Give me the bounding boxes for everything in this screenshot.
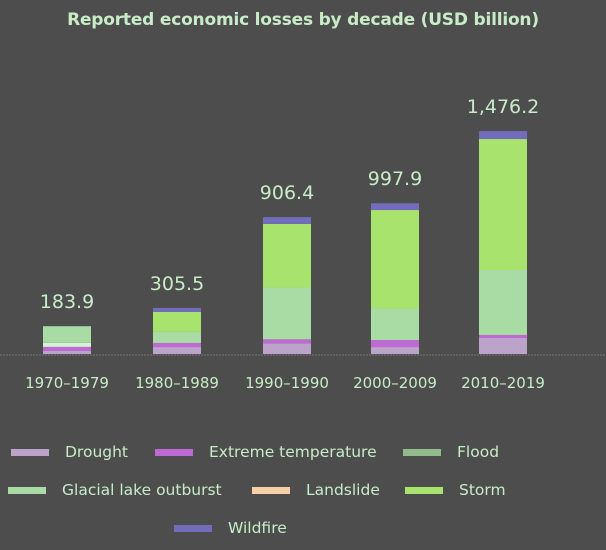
bar-segment-extreme-temperature (479, 334, 527, 338)
legend-label: Wildfire (228, 519, 287, 537)
chart-title: Reported economic losses by decade (USD … (67, 10, 539, 30)
legend-label: Drought (65, 443, 129, 461)
bar-segment-storm (263, 223, 311, 288)
legend-item-extreme-temperature: Extreme temperature (155, 443, 377, 461)
bar-segment-drought (479, 337, 527, 354)
legend-label: Flood (457, 443, 500, 461)
bar-segment-storm (153, 311, 201, 332)
total-label: 305.5 (150, 273, 204, 295)
legend-swatch-extreme-temperature (155, 448, 193, 456)
legend-label: Extreme temperature (209, 443, 377, 461)
legend-item-wildfire: Wildfire (174, 519, 287, 537)
legend-swatch-wildfire (174, 524, 212, 532)
legend-swatch-flood (403, 448, 441, 456)
category-label: 2010–2019 (461, 374, 545, 392)
bar-segment-wildfire (371, 203, 419, 211)
legend-swatch-drought (11, 448, 49, 456)
bar-segment-drought (263, 343, 311, 354)
category-labels-group: 1970–1979 1980–1989 1990–1990 2000–2009 2010… (25, 374, 545, 392)
legend-item-landslide: Landslide (252, 481, 380, 499)
bar-segment-extreme-temperature (371, 340, 419, 348)
bar-segment-glacial-lake-outburst (479, 270, 527, 335)
bar-segment-extreme-temperature (263, 339, 311, 344)
bar-segment-glacial-lake-outburst (371, 308, 419, 341)
legend-item-drought: Drought (11, 443, 128, 461)
legend-item-flood: Flood (403, 443, 499, 461)
legend-label: Storm (459, 481, 506, 499)
legend-item-storm: Storm (405, 481, 506, 499)
bar-segment-extreme-temperature (43, 346, 91, 351)
legend-swatch-landslide (252, 486, 290, 494)
bar-segment-extreme-temperature (153, 342, 201, 348)
bar-segment-drought (153, 347, 201, 354)
bar-segment-glacial-lake-outburst (153, 331, 201, 343)
bar-segment-glacial-lake-outburst (43, 326, 91, 343)
bar-segment-wildfire (479, 131, 527, 140)
bar-segment-wildfire (263, 217, 311, 224)
total-label: 1,476.2 (467, 96, 540, 118)
legend-swatch-storm (405, 486, 443, 494)
bar-segment-storm (479, 139, 527, 271)
bar-segment-storm (371, 210, 419, 309)
bar-segment-drought (43, 350, 91, 354)
legend-swatch-glacial-lake-outburst (8, 486, 46, 494)
bar-segment-wildfire (153, 307, 201, 312)
total-label: 997.9 (368, 168, 422, 190)
total-label: 183.9 (40, 291, 94, 313)
category-label: 1990–1990 (245, 374, 329, 392)
legend-item-glacial-lake-outburst: Glacial lake outburst (8, 481, 222, 499)
total-label: 906.4 (260, 182, 314, 204)
legend-label: Landslide (306, 481, 380, 499)
legend-label: Glacial lake outburst (62, 481, 222, 499)
bar-segment-landslide (43, 342, 91, 347)
bars-group (43, 131, 527, 354)
category-label: 2000–2009 (353, 374, 437, 392)
bar-segment-drought (371, 347, 419, 354)
category-label: 1970–1979 (25, 374, 109, 392)
value-labels-group: 183.9 305.5 906.4 997.9 1,476.2 (40, 96, 539, 313)
stacked-bar-chart: 183.9 305.5 906.4 997.9 1,476.2 1970–1979 198… (0, 96, 606, 392)
category-label: 1980–1989 (135, 374, 219, 392)
bar-segment-glacial-lake-outburst (263, 287, 311, 340)
